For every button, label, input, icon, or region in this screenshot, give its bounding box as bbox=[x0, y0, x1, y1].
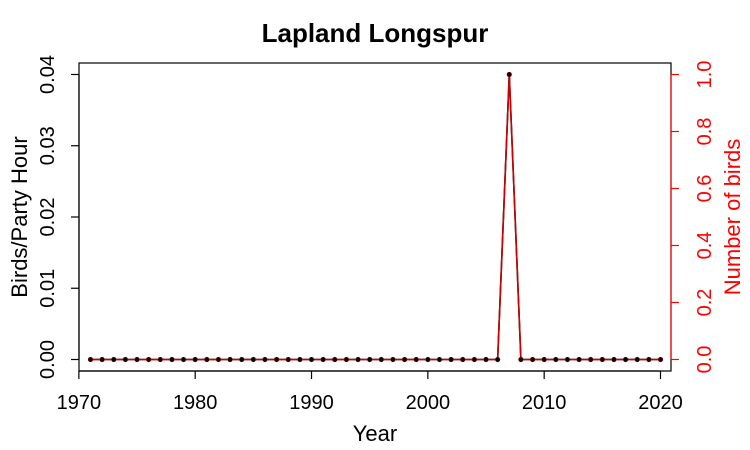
data-point-birds-per-party-hour bbox=[192, 357, 198, 362]
data-point-birds-per-party-hour bbox=[111, 357, 116, 362]
data-point-birds-per-party-hour bbox=[472, 357, 477, 362]
y-axis-label: Birds/Party Hour bbox=[7, 136, 32, 297]
data-point-birds-per-party-hour bbox=[507, 72, 512, 77]
data-point-birds-per-party-hour bbox=[437, 357, 442, 362]
data-point-birds-per-party-hour bbox=[158, 357, 163, 362]
data-point-birds-per-party-hour bbox=[379, 357, 384, 362]
x-tick-label: 1990 bbox=[289, 392, 334, 414]
y-axis: 0.00 0.01 0.02 0.03 0.04 bbox=[37, 55, 80, 379]
x-tick-label: 1980 bbox=[173, 392, 218, 414]
data-point-birds-per-party-hour bbox=[262, 357, 268, 362]
y2-tick-label: 0.6 bbox=[694, 175, 716, 203]
data-point-birds-per-party-hour bbox=[635, 357, 640, 362]
x-tick-label: 2010 bbox=[522, 392, 567, 414]
x-axis-label: Year bbox=[353, 421, 397, 446]
data-point-birds-per-party-hour bbox=[588, 357, 593, 362]
data-point-birds-per-party-hour bbox=[297, 357, 303, 362]
y2-tick-label: 0.2 bbox=[694, 289, 716, 317]
data-point-birds-per-party-hour bbox=[344, 357, 349, 362]
x-tick-label: 1970 bbox=[57, 392, 102, 414]
data-point-birds-per-party-hour bbox=[390, 357, 396, 362]
data-point-birds-per-party-hour bbox=[146, 357, 151, 362]
x-axis: 1970 1980 1990 2000 2010 2020 bbox=[57, 370, 683, 414]
data-point-birds-per-party-hour bbox=[134, 357, 140, 362]
data-point-birds-per-party-hour bbox=[286, 357, 291, 362]
data-point-birds-per-party-hour bbox=[600, 357, 605, 362]
data-point-birds-per-party-hour bbox=[576, 357, 582, 362]
data-point-birds-per-party-hour bbox=[425, 357, 431, 362]
data-point-birds-per-party-hour bbox=[530, 357, 535, 362]
data-point-birds-per-party-hour bbox=[414, 357, 419, 362]
data-point-birds-per-party-hour bbox=[565, 357, 570, 362]
data-point-birds-per-party-hour bbox=[204, 357, 210, 362]
y2-axis: 0.0 0.2 0.4 0.6 0.8 1.0 bbox=[670, 61, 716, 374]
data-point-birds-per-party-hour bbox=[355, 357, 361, 362]
data-point-birds-per-party-hour bbox=[309, 357, 314, 362]
data-point-birds-per-party-hour bbox=[483, 357, 489, 362]
data-point-birds-per-party-hour bbox=[216, 357, 221, 362]
y2-tick-label: 0.4 bbox=[694, 232, 716, 260]
series-line-number-of-birds bbox=[90, 73, 661, 361]
data-point-birds-per-party-hour bbox=[239, 357, 244, 362]
data-point-birds-per-party-hour bbox=[495, 357, 500, 362]
y-tick-label: 0.03 bbox=[37, 126, 59, 165]
x-tick-label: 2000 bbox=[406, 392, 451, 414]
data-point-birds-per-party-hour bbox=[99, 357, 105, 362]
x-tick-label: 2020 bbox=[638, 392, 683, 414]
y-tick-label: 0.00 bbox=[37, 340, 59, 379]
data-point-birds-per-party-hour bbox=[658, 357, 663, 362]
y-tick-label: 0.01 bbox=[37, 269, 59, 308]
data-point-birds-per-party-hour bbox=[181, 357, 186, 362]
y2-tick-label: 0.0 bbox=[694, 346, 716, 374]
data-point-birds-per-party-hour bbox=[402, 357, 407, 362]
data-point-birds-per-party-hour bbox=[251, 357, 256, 362]
data-point-birds-per-party-hour bbox=[646, 357, 652, 362]
data-point-birds-per-party-hour bbox=[320, 357, 326, 362]
series-line-birds-per-party-hour bbox=[90, 73, 661, 361]
data-point-birds-per-party-hour bbox=[518, 357, 524, 362]
data-point-birds-per-party-hour bbox=[123, 357, 128, 362]
plot-frame bbox=[78, 62, 672, 372]
data-point-birds-per-party-hour bbox=[227, 357, 233, 362]
y-tick-label: 0.04 bbox=[37, 55, 59, 94]
data-point-birds-per-party-hour bbox=[367, 357, 372, 362]
data-point-birds-per-party-hour bbox=[541, 357, 547, 362]
data-point-birds-per-party-hour bbox=[88, 357, 93, 362]
data-point-birds-per-party-hour bbox=[623, 357, 628, 362]
series-layer bbox=[87, 71, 664, 363]
data-point-birds-per-party-hour bbox=[169, 357, 175, 362]
y-tick-label: 0.02 bbox=[37, 198, 59, 237]
y2-tick-label: 0.8 bbox=[694, 118, 716, 146]
y2-tick-label: 1.0 bbox=[694, 61, 716, 89]
data-point-birds-per-party-hour bbox=[332, 357, 337, 362]
data-point-birds-per-party-hour bbox=[611, 357, 617, 362]
data-point-birds-per-party-hour bbox=[274, 357, 279, 362]
data-point-birds-per-party-hour bbox=[448, 357, 454, 362]
data-point-birds-per-party-hour bbox=[460, 357, 465, 362]
data-point-birds-per-party-hour bbox=[553, 357, 559, 362]
y2-axis-label: Number of birds bbox=[720, 139, 745, 296]
chart-title: Lapland Longspur bbox=[262, 18, 489, 48]
